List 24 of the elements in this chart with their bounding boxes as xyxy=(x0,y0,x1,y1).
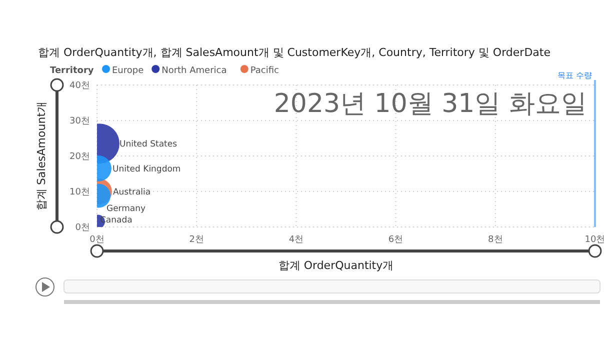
x-tick-label: 6천 xyxy=(388,235,404,245)
x-tick-label: 8천 xyxy=(488,235,503,245)
y-tick-label: 30천 xyxy=(70,116,90,126)
annotation: Germany xyxy=(106,204,146,214)
legend-label: North America xyxy=(162,66,227,76)
y-tick-label: 40천 xyxy=(70,81,90,91)
x-tick-label: 10천 xyxy=(584,235,606,245)
legend-label: Pacific xyxy=(250,66,280,76)
y-tick-label: 0천 xyxy=(75,223,90,233)
annotation: United Kingdom xyxy=(112,164,181,174)
ref-line-label: 목표 수량 xyxy=(557,71,592,80)
x-tick-label: 0천 xyxy=(90,235,104,245)
annotation: Australia xyxy=(112,188,151,198)
x-tick-label: 2천 xyxy=(189,235,204,245)
y-tick-label: 20천 xyxy=(70,152,90,162)
x-axis-title: 합계 OrderQuantity개 xyxy=(278,259,394,272)
y-tick-label: 10천 xyxy=(70,188,90,198)
annotation: 2023년 10월 31일 화요일 xyxy=(274,89,587,119)
y-axis-title: 합계 SalesAmount개 xyxy=(35,101,48,211)
legend-title: Territory xyxy=(50,66,94,76)
annotation: United States xyxy=(119,140,178,150)
chart-title: 합계 OrderQuantity개, 합계 SalesAmount개 및 CustomerKey개, Country, Territory 및 OrderDate xyxy=(38,46,551,59)
x-tick-label: 4천 xyxy=(288,235,304,245)
legend-label: Europe xyxy=(112,66,144,76)
